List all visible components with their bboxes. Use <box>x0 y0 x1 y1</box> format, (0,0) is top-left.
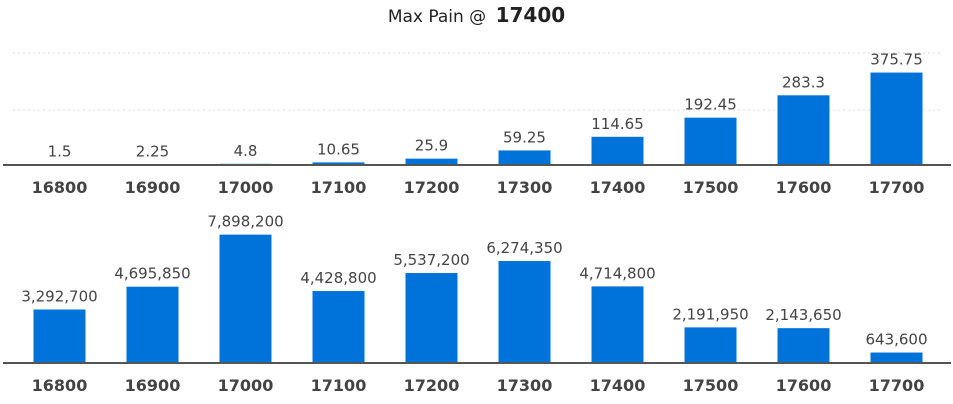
x-tick-2-17400: 17400 <box>590 376 646 395</box>
x-tick-1-16900: 16900 <box>125 178 181 197</box>
bar-2-17200 <box>405 273 458 363</box>
bar-2-16800 <box>33 309 86 363</box>
data-label-1-16800: 1.5 <box>48 143 72 161</box>
x-tick-2-17100: 17100 <box>311 376 367 395</box>
bar-2-16900 <box>126 286 179 363</box>
bar-2-17300 <box>498 261 551 363</box>
x-tick-1-17100: 17100 <box>311 178 367 197</box>
x-tick-1-17000: 17000 <box>218 178 274 197</box>
x-tick-1-16800: 16800 <box>32 178 88 197</box>
title-strike-value: 17400 <box>495 3 566 27</box>
bar-2-17000 <box>219 234 272 363</box>
bar-1-17600 <box>777 95 830 165</box>
data-label-2-17100: 4,428,800 <box>300 269 376 287</box>
bar-1-17400 <box>591 136 644 165</box>
bar-2-17600 <box>777 328 830 363</box>
bar-2-17500 <box>684 327 737 363</box>
bar-1-17500 <box>684 117 737 165</box>
data-label-1-17700: 375.75 <box>870 51 923 69</box>
data-label-2-17700: 643,600 <box>865 331 927 349</box>
x-tick-1-17600: 17600 <box>776 178 832 197</box>
bar-1-17300 <box>498 150 551 165</box>
data-label-1-17400: 114.65 <box>591 115 644 133</box>
x-tick-2-16900: 16900 <box>125 376 181 395</box>
data-label-2-16900: 4,695,850 <box>114 265 190 283</box>
x-tick-2-17500: 17500 <box>683 376 739 395</box>
chart-title: Max Pain @ 17400 <box>0 3 953 27</box>
x-tick-2-17000: 17000 <box>218 376 274 395</box>
data-label-1-17500: 192.45 <box>684 96 737 114</box>
x-tick-1-17200: 17200 <box>404 178 460 197</box>
bar-2-17100 <box>312 291 365 363</box>
x-tick-2-17600: 17600 <box>776 376 832 395</box>
data-label-2-17300: 6,274,350 <box>486 239 562 257</box>
data-label-1-17200: 25.9 <box>415 137 448 155</box>
data-label-1-17300: 59.25 <box>503 128 546 146</box>
bar-1-17700 <box>870 72 923 165</box>
x-tick-1-17700: 17700 <box>869 178 925 197</box>
data-label-1-17000: 4.8 <box>234 142 258 160</box>
data-label-1-16900: 2.25 <box>136 142 169 160</box>
x-tick-2-17700: 17700 <box>869 376 925 395</box>
x-tick-1-17400: 17400 <box>590 178 646 197</box>
bar-2-17700 <box>870 352 923 363</box>
title-prefix: Max Pain @ <box>387 7 487 27</box>
data-label-2-17500: 2,191,950 <box>672 305 748 323</box>
x-tick-2-17200: 17200 <box>404 376 460 395</box>
data-label-2-17000: 7,898,200 <box>207 213 283 231</box>
x-tick-1-17500: 17500 <box>683 178 739 197</box>
bar-1-17200 <box>405 158 458 165</box>
x-tick-2-17300: 17300 <box>497 376 553 395</box>
bar-2-17400 <box>591 286 644 363</box>
bar-1-17100 <box>312 162 365 165</box>
data-label-2-16800: 3,292,700 <box>21 287 97 305</box>
data-label-2-17400: 4,714,800 <box>579 264 655 282</box>
data-label-1-17100: 10.65 <box>317 140 360 158</box>
x-tick-2-16800: 16800 <box>32 376 88 395</box>
x-tick-1-17300: 17300 <box>497 178 553 197</box>
data-label-2-17600: 2,143,650 <box>765 306 841 324</box>
data-label-2-17200: 5,537,200 <box>393 251 469 269</box>
data-label-1-17600: 283.3 <box>782 73 825 91</box>
